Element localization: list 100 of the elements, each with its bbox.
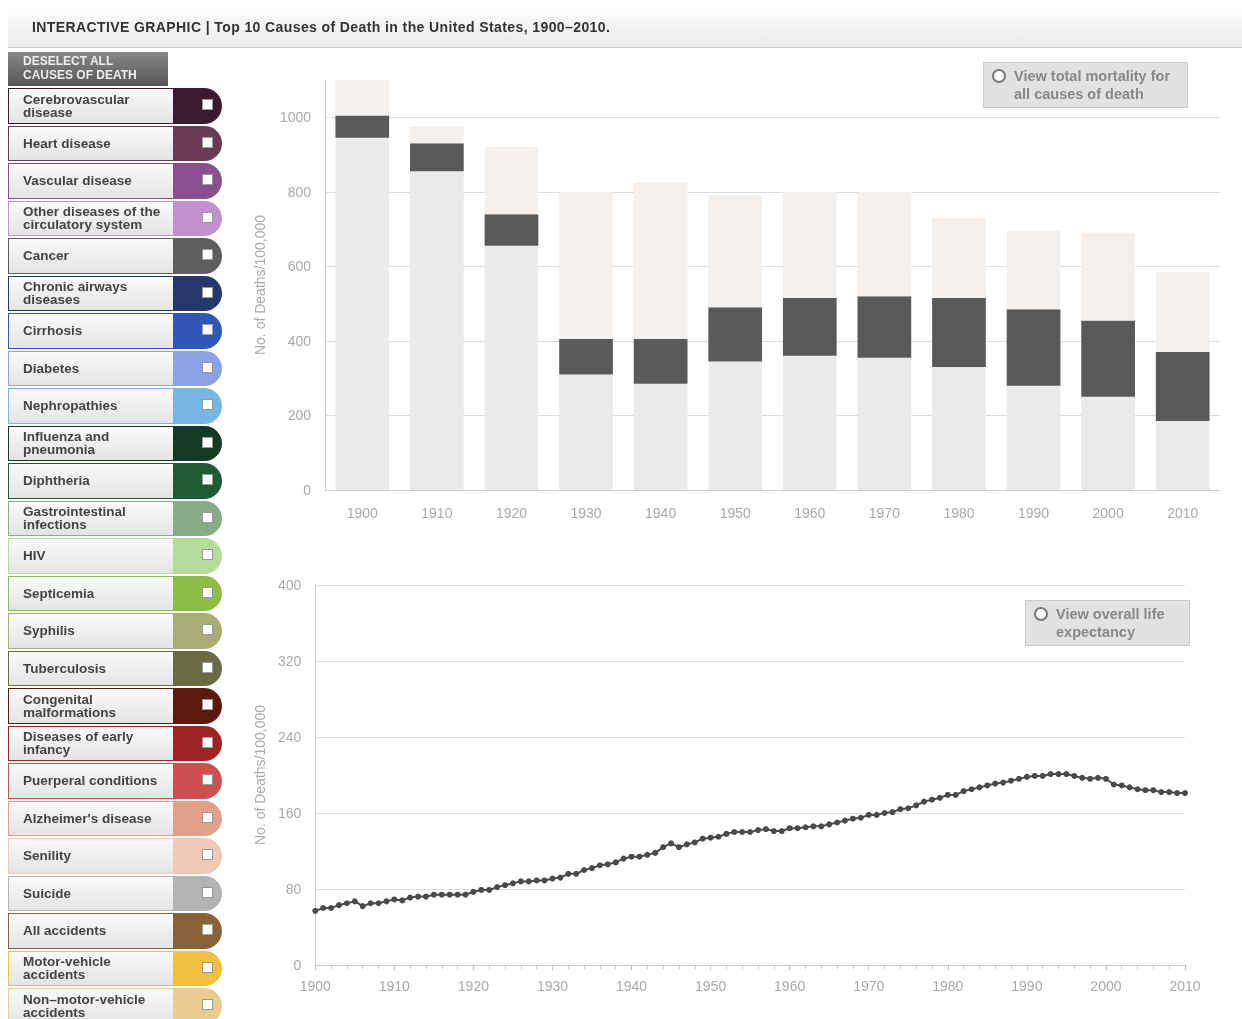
category-label: Diphtheria xyxy=(8,463,174,499)
bar xyxy=(559,191,613,340)
bar xyxy=(932,367,986,490)
category-label: Diabetes xyxy=(8,350,174,386)
y-tick-label: 1000 xyxy=(279,109,312,126)
y-tick-label: 0 xyxy=(303,482,312,498)
category-label: Nephropathies xyxy=(8,388,174,424)
bar xyxy=(410,126,464,144)
bar xyxy=(335,115,390,138)
bar xyxy=(708,307,763,362)
x-tick-label: 1900 xyxy=(346,505,379,521)
bar xyxy=(410,143,464,172)
bar xyxy=(1006,385,1061,490)
category-label: Vascular disease xyxy=(8,163,174,199)
category-label: Cancer xyxy=(8,238,174,274)
bar xyxy=(932,298,986,367)
radio-button: View overall life expectancy xyxy=(1025,600,1190,646)
x-tick-label: 1930 xyxy=(536,978,569,994)
x-tick-label: 1960 xyxy=(774,978,806,994)
y-tick-label: 600 xyxy=(287,258,312,275)
category-label: Cerebrovascular disease xyxy=(8,88,174,124)
y-tick-label: 240 xyxy=(277,729,302,745)
category-label: Gastrointestinal infections xyxy=(8,500,174,536)
text: DESELECT ALL CAUSES OF DEATH xyxy=(8,52,168,86)
x-tick-label: 2000 xyxy=(1092,505,1124,521)
category-label: Non–motor-vehicle accidents xyxy=(8,988,174,1019)
category-label: Cirrhosis xyxy=(8,313,174,349)
bar xyxy=(1155,421,1210,490)
bar xyxy=(1081,320,1135,397)
x-tick-label: 1990 xyxy=(1011,978,1043,994)
x-tick-label: 1940 xyxy=(645,505,677,521)
text: INTERACTIVE GRAPHIC | Top 10 Causes of Death in the United States, 1900–2010. xyxy=(32,19,611,35)
y-axis-title: No. of Deaths/100,000 xyxy=(252,704,268,846)
bar xyxy=(410,171,464,490)
bar xyxy=(782,355,837,490)
y-tick-label: 0 xyxy=(293,957,302,973)
bar xyxy=(1081,396,1135,490)
bar xyxy=(559,339,613,375)
bar xyxy=(782,298,837,356)
bar xyxy=(633,383,688,490)
category-label: Suicide xyxy=(8,875,174,911)
x-tick-label: 1950 xyxy=(719,505,751,521)
y-tick-label: 160 xyxy=(277,805,302,821)
bar xyxy=(335,137,390,490)
x-tick-label: 1950 xyxy=(695,978,727,994)
category-label: Congenital malformations xyxy=(8,688,174,724)
x-tick-label: 1940 xyxy=(615,978,648,994)
radio-button: View total mortality for all causes of death xyxy=(983,62,1188,108)
bar xyxy=(559,374,613,490)
bar xyxy=(932,217,986,299)
category-label: All accidents xyxy=(8,913,174,949)
bar xyxy=(633,339,688,384)
bar xyxy=(782,191,837,299)
bar xyxy=(708,195,763,308)
bar xyxy=(1006,230,1061,310)
annotation: View total mortality for all causes of death xyxy=(1014,68,1171,102)
y-tick-label: 320 xyxy=(277,653,302,669)
y-tick-label: 80 xyxy=(285,881,302,897)
x-tick-label: 2010 xyxy=(1167,505,1199,521)
bar xyxy=(1006,309,1061,386)
bar xyxy=(335,80,390,116)
annotation: View overall life expectancy xyxy=(1056,606,1165,640)
category-label: Puerperal conditions xyxy=(8,763,174,799)
category-label: Alzheimer's disease xyxy=(8,800,174,836)
y-tick-label: 400 xyxy=(277,577,302,593)
bar xyxy=(857,191,912,297)
x-tick-label: 2000 xyxy=(1090,978,1122,994)
x-tick-label: 1970 xyxy=(868,505,901,521)
bar xyxy=(1081,232,1135,321)
x-tick-label: 1920 xyxy=(457,978,490,994)
x-tick-label: 1960 xyxy=(794,505,826,521)
bar xyxy=(484,147,539,215)
x-tick-label: 1980 xyxy=(932,978,964,994)
category-label: Motor-vehicle accidents xyxy=(8,950,174,986)
bar xyxy=(633,182,688,340)
bar xyxy=(1155,352,1210,422)
category-label: Tuberculosis xyxy=(8,650,174,686)
x-tick-label: 1910 xyxy=(421,505,453,521)
x-tick-label: 1990 xyxy=(1017,505,1050,521)
bar xyxy=(708,361,763,490)
x-tick-label: 2010 xyxy=(1169,978,1201,994)
y-tick-label: 400 xyxy=(287,332,312,349)
category-label: Septicemia xyxy=(8,575,174,611)
y-tick-label: 800 xyxy=(287,183,312,200)
x-tick-label: 1930 xyxy=(570,505,602,521)
category-label: Chronic airways diseases xyxy=(8,275,174,311)
category-label: Senility xyxy=(8,838,174,874)
bar xyxy=(484,245,539,490)
x-tick-label: 1980 xyxy=(943,505,975,521)
bar xyxy=(484,214,539,246)
y-axis-title: No. of Deaths/100,000 xyxy=(252,214,268,356)
category-label: HIV xyxy=(8,538,174,574)
x-tick-label: 1970 xyxy=(853,978,885,994)
x-tick-label: 1910 xyxy=(378,978,411,994)
category-label: Influenza and pneumonia xyxy=(8,425,174,461)
category-label: Diseases of early infancy xyxy=(8,725,174,761)
category-label: Other diseases of the circulatory system xyxy=(8,200,174,236)
y-tick-label: 200 xyxy=(287,407,312,424)
x-tick-label: 1900 xyxy=(299,978,332,994)
x-tick-label: 1920 xyxy=(495,505,528,521)
